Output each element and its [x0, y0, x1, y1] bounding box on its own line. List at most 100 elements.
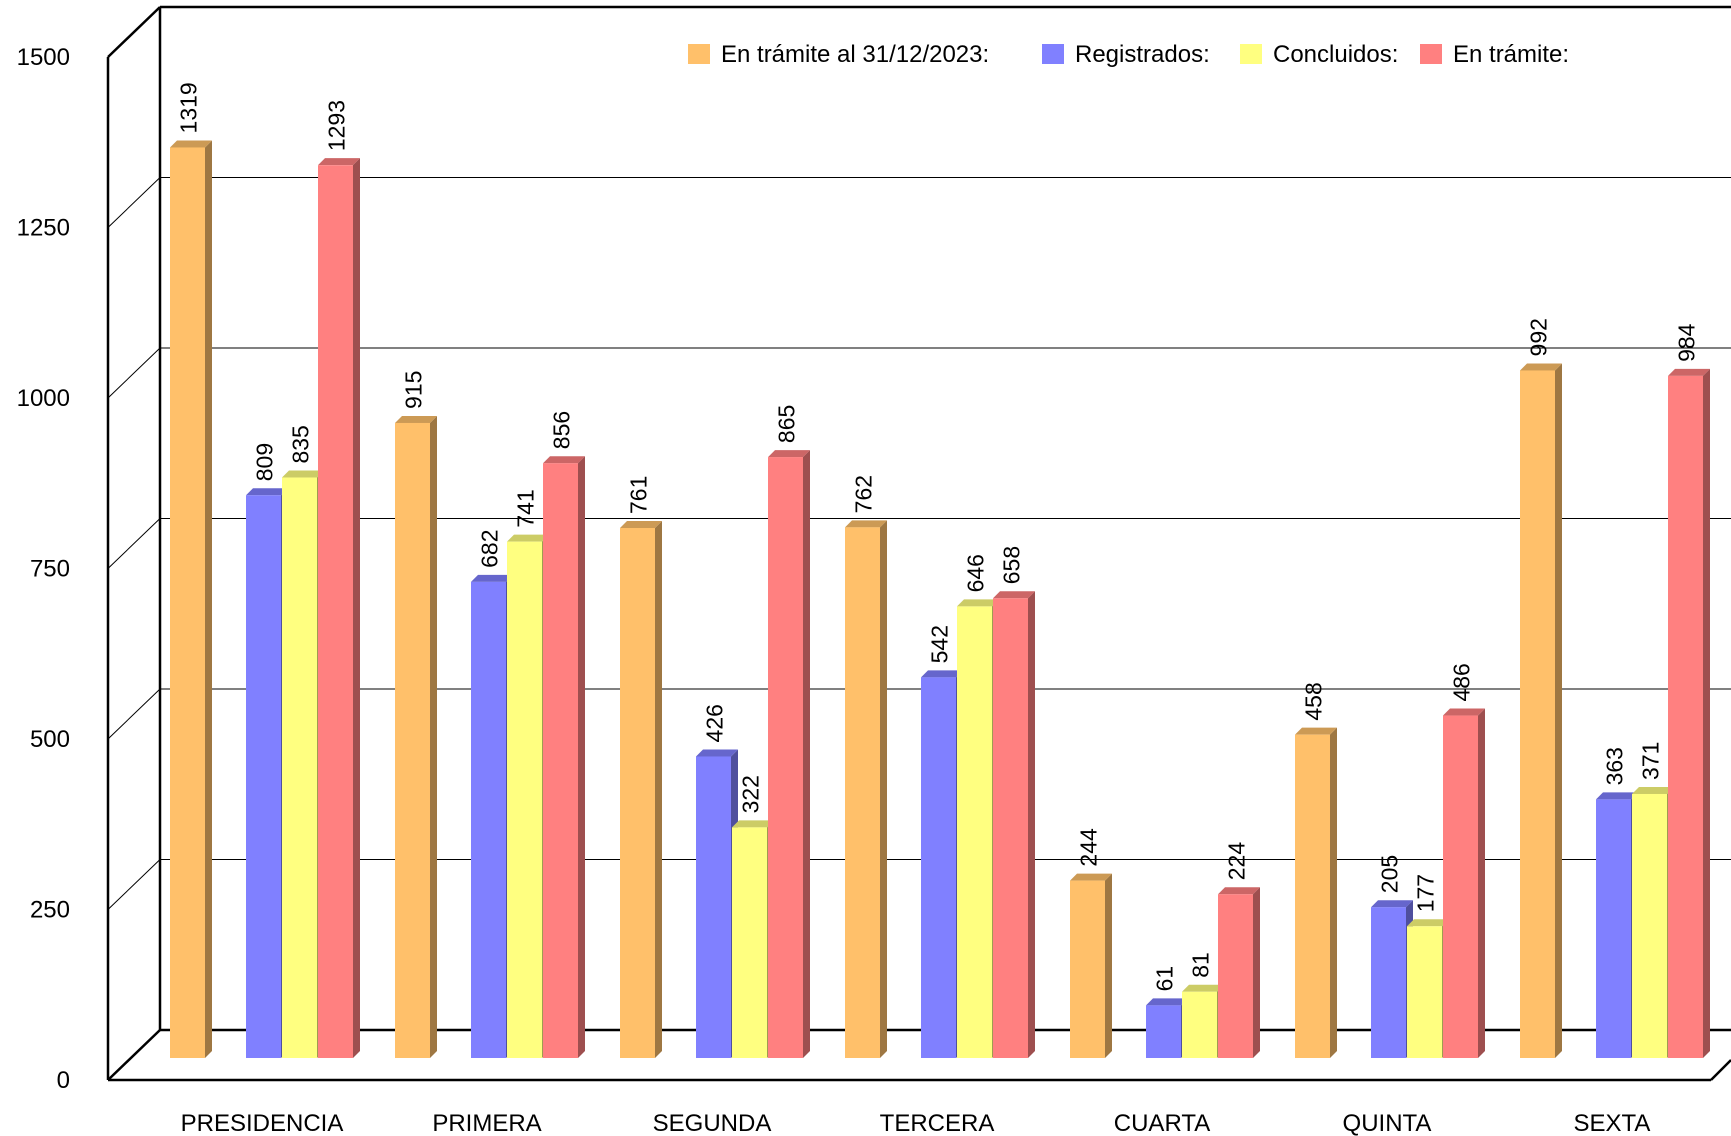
value-label: 856 — [549, 411, 575, 449]
bar-side — [205, 140, 212, 1058]
bar-presidencia-series-1 — [170, 147, 205, 1058]
x-axis: PRESIDENCIA PRIMERA SEGUNDA TERCERA CUARTA QU… — [181, 1110, 1651, 1136]
bar-top — [1295, 727, 1337, 735]
y-tick-label: 1250 — [17, 215, 70, 242]
gridline-side — [107, 177, 161, 228]
bar-cuarta-series-3 — [1182, 991, 1217, 1058]
value-label: 865 — [774, 405, 800, 443]
left-wall-top-edge — [107, 6, 161, 58]
bars — [170, 140, 1710, 1059]
bar-tercera-series-1 — [845, 527, 880, 1058]
value-label: 426 — [702, 704, 728, 742]
value-labels: 1319 809 835 1293 915 682 741 856 761 426 322 865 76… — [176, 82, 1700, 991]
bar-segunda-series-2 — [696, 756, 731, 1058]
bar-sexta-series-1 — [1520, 370, 1555, 1058]
x-tick-label: PRIMERA — [432, 1110, 541, 1136]
legend-swatch — [688, 44, 710, 64]
x-tick-label: CUARTA — [1114, 1110, 1210, 1136]
legend-label: En trámite: — [1453, 41, 1569, 68]
value-label: 682 — [477, 530, 503, 568]
bar-sexta-series-2 — [1596, 799, 1631, 1058]
value-label: 835 — [288, 425, 314, 463]
value-label: 177 — [1413, 874, 1439, 912]
bar-cuarta-series-2 — [1146, 1005, 1181, 1058]
bar-quinta-series-4 — [1443, 715, 1478, 1058]
y-tick-label: 750 — [30, 556, 70, 583]
value-label: 762 — [851, 475, 877, 513]
gridline-side — [107, 859, 161, 910]
legend: En trámite al 31/12/2023: Registrados: Con… — [688, 41, 1569, 68]
bar-top — [921, 670, 963, 678]
bar-top — [1596, 792, 1638, 800]
bar-top — [1407, 919, 1449, 927]
bar-top — [1218, 887, 1260, 895]
bar-top — [1146, 998, 1188, 1006]
bar-side — [1555, 363, 1562, 1058]
value-label: 992 — [1526, 318, 1552, 356]
bar-top — [957, 599, 999, 607]
y-tick-label: 1500 — [17, 44, 70, 71]
value-label: 1319 — [176, 82, 202, 133]
bar-segunda-series-4 — [768, 457, 803, 1058]
bar-side — [1330, 727, 1337, 1058]
bar-side — [578, 456, 585, 1058]
bar-top — [1182, 984, 1224, 992]
bar-top — [620, 520, 662, 528]
bar-top — [732, 820, 774, 828]
bar-tercera-series-2 — [921, 677, 956, 1058]
legend-swatch — [1240, 44, 1262, 64]
y-axis: 0 250 500 750 1000 1250 1500 — [17, 44, 70, 1094]
value-label: 915 — [401, 371, 427, 409]
x-tick-label: SEGUNDA — [653, 1110, 772, 1136]
value-label: 61 — [1152, 966, 1178, 992]
bar-side — [1703, 368, 1710, 1058]
bar-top — [543, 456, 585, 464]
value-label: 761 — [626, 476, 652, 514]
bar-top — [395, 415, 437, 423]
bar-tercera-series-3 — [957, 606, 992, 1058]
bar-cuarta-series-1 — [1070, 880, 1105, 1058]
value-label: 205 — [1377, 855, 1403, 893]
bar-quinta-series-2 — [1371, 907, 1406, 1058]
bar-side — [803, 450, 810, 1058]
bar-top — [1070, 873, 1112, 881]
value-label: 224 — [1224, 842, 1250, 881]
bar-primera-series-1 — [395, 422, 430, 1059]
bar-primera-series-2 — [471, 581, 506, 1058]
legend-label: Registrados: — [1075, 41, 1210, 68]
bar-quinta-series-3 — [1407, 926, 1442, 1058]
bar-side — [880, 520, 887, 1058]
y-tick-label: 0 — [57, 1067, 70, 1094]
legend-label: En trámite al 31/12/2023: — [721, 41, 989, 68]
x-tick-label: PRESIDENCIA — [181, 1110, 344, 1136]
bar-primera-series-4 — [543, 463, 578, 1058]
legend-swatch — [1420, 44, 1442, 64]
bar-top — [282, 470, 324, 478]
bar-side — [1253, 887, 1260, 1058]
legend-swatch — [1042, 44, 1064, 64]
bar-quinta-series-1 — [1295, 734, 1330, 1058]
y-tick-label: 250 — [30, 897, 70, 924]
value-label: 244 — [1076, 828, 1102, 867]
value-label: 658 — [999, 546, 1025, 584]
bar-top — [471, 574, 513, 582]
value-label: 809 — [252, 443, 278, 481]
bar-side — [1105, 873, 1112, 1058]
x-tick-label: SEXTA — [1574, 1110, 1651, 1136]
floor-right-edge — [1710, 1059, 1731, 1081]
value-label: 542 — [927, 625, 953, 663]
gridline-side — [107, 518, 161, 569]
gridline-side — [107, 347, 161, 399]
bar-top — [507, 534, 549, 542]
bar-side — [430, 415, 437, 1059]
value-label: 984 — [1674, 323, 1700, 362]
bar-segunda-series-1 — [620, 527, 655, 1058]
y-tick-label: 500 — [30, 726, 70, 753]
bar-side — [1028, 591, 1035, 1058]
bar-top — [993, 591, 1035, 599]
bar-side — [1478, 708, 1485, 1058]
bar-presidencia-series-4 — [318, 165, 353, 1058]
bar-top — [696, 749, 738, 757]
value-label: 646 — [963, 554, 989, 592]
